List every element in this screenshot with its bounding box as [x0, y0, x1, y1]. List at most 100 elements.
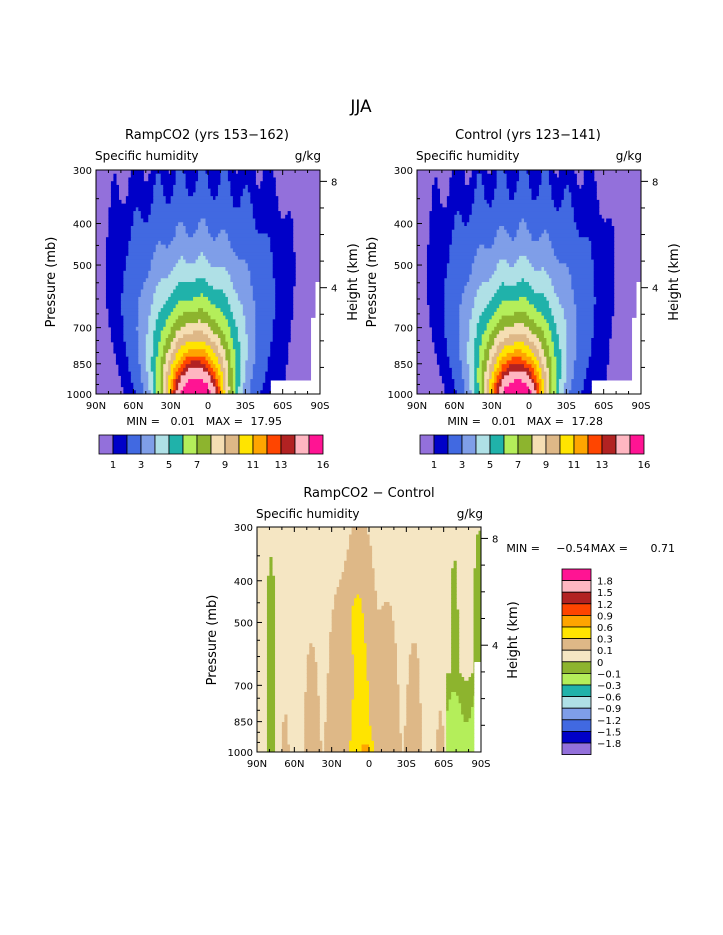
contour-cell — [408, 673, 420, 678]
contour-cell — [538, 352, 545, 358]
contour-cell — [217, 356, 224, 361]
contour-cell — [266, 684, 276, 689]
contour-cell — [454, 382, 465, 388]
contour-cell — [232, 199, 241, 205]
contour-cell — [195, 188, 212, 193]
contour-cell — [225, 315, 234, 320]
contour-cell — [105, 282, 124, 287]
contour-cell — [105, 244, 129, 249]
contour-cell — [138, 352, 147, 358]
contour-cell — [208, 173, 222, 179]
contour-cell — [469, 278, 490, 283]
contour-cell — [566, 263, 595, 268]
contour-cell — [125, 349, 139, 354]
contour-cell — [287, 211, 291, 216]
contour-cell — [431, 203, 443, 208]
contour-cell — [566, 319, 577, 324]
contour-cell — [536, 196, 552, 201]
contour-cell — [120, 311, 139, 317]
contour-cell — [558, 386, 565, 391]
contour-cell — [108, 222, 134, 227]
contour-cell — [606, 218, 612, 223]
contour-cell — [145, 345, 154, 350]
contour-cell — [163, 326, 172, 332]
contour-cell — [514, 192, 533, 197]
contour-cell — [563, 192, 572, 197]
contour-cell — [145, 278, 162, 283]
contour-cell — [451, 654, 460, 659]
contour-cell — [222, 330, 231, 335]
contour-cell — [163, 382, 167, 388]
contour-cell — [120, 308, 139, 313]
contour-cell — [371, 729, 400, 734]
contour-cell — [108, 311, 122, 317]
contour-cell — [484, 349, 490, 354]
contour-cell — [369, 710, 400, 716]
contour-cell — [153, 382, 157, 388]
y-tick-label: 300 — [394, 166, 413, 177]
contour-cell — [225, 371, 229, 376]
contour-cell — [304, 740, 323, 746]
contour-cell — [105, 259, 127, 264]
colorbar-label: 11 — [247, 460, 260, 471]
contour-cell — [499, 304, 535, 309]
contour-cell — [369, 695, 400, 701]
contour-cell — [217, 334, 227, 339]
contour-cell — [266, 707, 276, 712]
contour-cell — [538, 386, 543, 391]
contour-cell — [168, 360, 174, 365]
contour-cell — [230, 244, 271, 249]
x-tick-label: 60N — [284, 759, 304, 770]
contour-cell — [538, 338, 548, 343]
contour-cell — [541, 360, 548, 365]
contour-cell — [446, 725, 481, 731]
contour-cell — [237, 296, 254, 302]
colorbar-box — [126, 434, 142, 455]
contour-cell — [165, 338, 174, 343]
contour-cell — [115, 352, 127, 358]
colorbar-label: 1 — [431, 460, 437, 471]
contour-cell — [588, 364, 607, 369]
contour-cell — [212, 360, 219, 365]
contour-cell — [504, 375, 530, 380]
contour-cell — [429, 319, 445, 324]
contour-cell — [473, 613, 481, 618]
contour-cell — [506, 173, 520, 179]
contour-cell — [566, 338, 577, 343]
contour-cell — [538, 184, 552, 190]
contour-cell — [484, 390, 488, 394]
contour-cell — [242, 308, 256, 313]
contour-cell — [543, 382, 548, 388]
contour-cell — [175, 375, 179, 380]
contour-cell — [220, 338, 227, 343]
contour-cell — [573, 364, 590, 369]
contour-cell — [165, 244, 169, 249]
contour-cell — [591, 240, 615, 246]
contour-cell — [130, 173, 144, 179]
contour-cell — [514, 323, 525, 328]
contour-cell — [541, 390, 545, 394]
contour-cell — [240, 199, 251, 205]
contour-cell — [266, 680, 276, 686]
contour-cell — [163, 375, 167, 380]
contour-cell — [168, 334, 177, 339]
contour-cell — [105, 270, 124, 276]
contour-cell — [429, 226, 455, 231]
contour-cell — [232, 382, 236, 388]
contour-cell — [466, 341, 475, 347]
panel1-max-label: MAX = — [206, 415, 243, 428]
contour-cell — [217, 188, 231, 193]
contour-cell — [168, 244, 231, 249]
contour-cell — [556, 356, 562, 361]
contour-cell — [563, 196, 572, 201]
contour-cell — [474, 390, 480, 394]
contour-cell — [208, 360, 214, 365]
contour-cell — [524, 364, 533, 369]
contour-cell — [210, 375, 214, 380]
contour-cell — [155, 181, 162, 186]
contour-cell — [546, 390, 550, 394]
contour-cell — [593, 293, 615, 298]
contour-cell — [266, 590, 276, 596]
contour-cell — [351, 639, 365, 644]
contour-cell — [143, 390, 152, 394]
